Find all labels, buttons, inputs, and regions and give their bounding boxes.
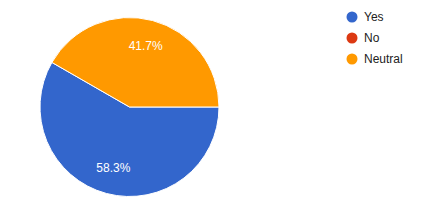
pie-slice: [52, 18, 219, 107]
legend-label: No: [364, 31, 380, 45]
legend-swatch: [347, 12, 358, 23]
data-labels: 58.3% 41.7%: [96, 39, 163, 174]
data-label: 58.3%: [96, 161, 130, 175]
legend-swatch: [347, 33, 358, 44]
slices: [40, 18, 219, 197]
data-label: 41.7%: [129, 39, 163, 53]
legend-swatch: [347, 54, 358, 65]
chart: 58.3% 41.7% Yes No Neutral: [0, 0, 436, 213]
legend-label: Neutral: [364, 52, 403, 66]
legend: Yes No Neutral: [347, 10, 403, 66]
legend-label: Yes: [364, 10, 384, 24]
